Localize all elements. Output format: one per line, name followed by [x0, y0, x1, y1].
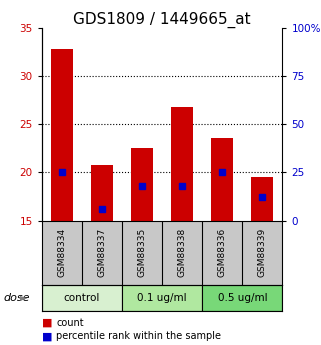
Bar	[171, 107, 193, 221]
Bar	[122, 285, 202, 310]
Text: ■: ■	[42, 318, 52, 327]
Text: GSM88336: GSM88336	[218, 228, 227, 277]
Bar	[202, 285, 282, 310]
Bar	[51, 49, 73, 221]
Text: control: control	[64, 293, 100, 303]
Text: GSM88334: GSM88334	[57, 228, 66, 277]
Text: GSM88339: GSM88339	[258, 228, 267, 277]
Text: ■: ■	[42, 332, 52, 341]
Text: dose: dose	[3, 293, 30, 303]
Text: GSM88337: GSM88337	[97, 228, 107, 277]
Text: percentile rank within the sample: percentile rank within the sample	[56, 332, 221, 341]
Bar	[91, 165, 113, 221]
Text: 0.5 ug/ml: 0.5 ug/ml	[218, 293, 267, 303]
Text: 0.1 ug/ml: 0.1 ug/ml	[137, 293, 187, 303]
Bar	[131, 148, 153, 221]
Bar	[211, 138, 233, 221]
Text: count: count	[56, 318, 84, 327]
Title: GDS1809 / 1449665_at: GDS1809 / 1449665_at	[73, 11, 251, 28]
Bar	[251, 177, 273, 221]
Text: GSM88338: GSM88338	[178, 228, 187, 277]
Bar	[42, 285, 122, 310]
Text: ►: ►	[20, 293, 28, 303]
Text: GSM88335: GSM88335	[137, 228, 147, 277]
